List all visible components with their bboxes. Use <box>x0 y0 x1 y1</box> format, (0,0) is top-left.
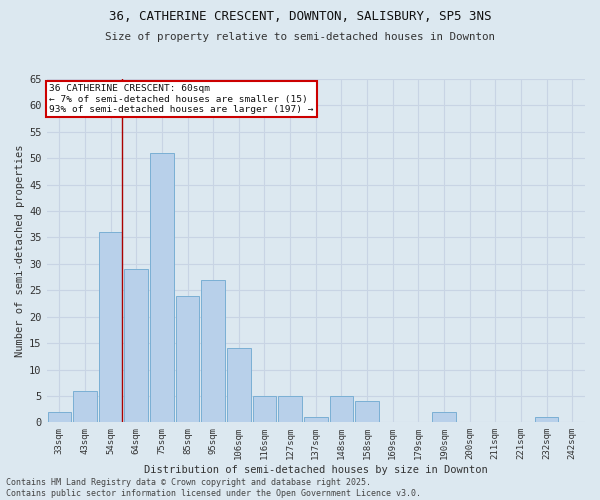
X-axis label: Distribution of semi-detached houses by size in Downton: Distribution of semi-detached houses by … <box>144 465 488 475</box>
Text: 36 CATHERINE CRESCENT: 60sqm
← 7% of semi-detached houses are smaller (15)
93% o: 36 CATHERINE CRESCENT: 60sqm ← 7% of sem… <box>49 84 314 114</box>
Bar <box>355 401 379 422</box>
Y-axis label: Number of semi-detached properties: Number of semi-detached properties <box>15 144 25 357</box>
Bar <box>432 412 456 422</box>
Bar <box>278 396 302 422</box>
Text: Contains HM Land Registry data © Crown copyright and database right 2025.
Contai: Contains HM Land Registry data © Crown c… <box>6 478 421 498</box>
Text: 36, CATHERINE CRESCENT, DOWNTON, SALISBURY, SP5 3NS: 36, CATHERINE CRESCENT, DOWNTON, SALISBU… <box>109 10 491 23</box>
Text: Size of property relative to semi-detached houses in Downton: Size of property relative to semi-detach… <box>105 32 495 42</box>
Bar <box>150 153 174 422</box>
Bar <box>227 348 251 422</box>
Bar <box>124 269 148 422</box>
Bar <box>253 396 276 422</box>
Bar <box>176 296 199 422</box>
Bar <box>73 390 97 422</box>
Bar <box>304 417 328 422</box>
Bar <box>329 396 353 422</box>
Bar <box>535 417 559 422</box>
Bar <box>202 280 225 422</box>
Bar <box>47 412 71 422</box>
Bar <box>99 232 122 422</box>
